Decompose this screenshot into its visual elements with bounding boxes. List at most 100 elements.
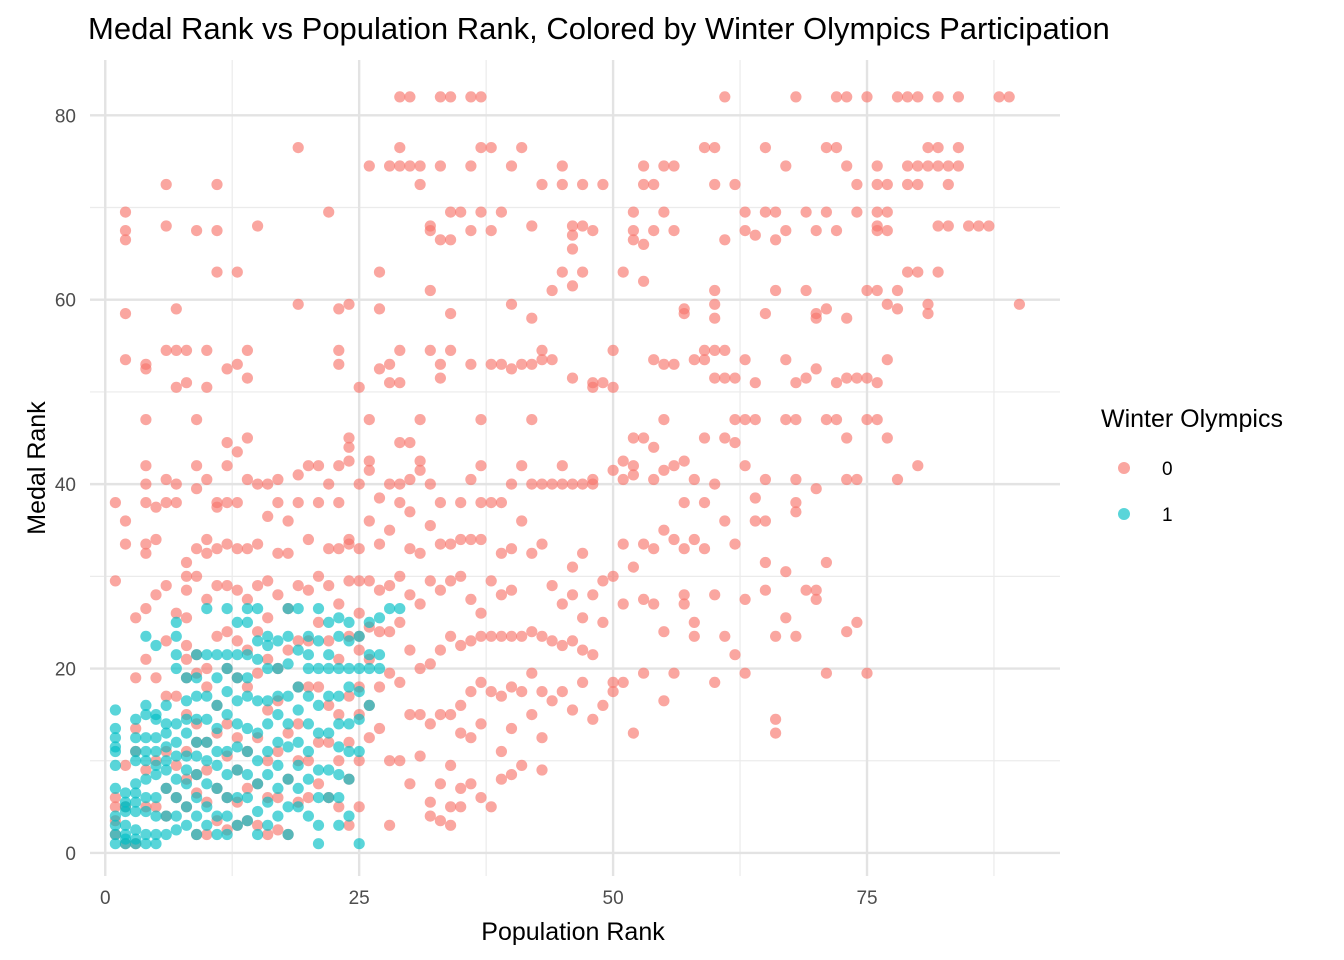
data-point-series-0 xyxy=(638,178,650,191)
data-point-series-1 xyxy=(231,616,243,629)
data-point-series-1 xyxy=(252,653,264,665)
data-point-series-0 xyxy=(780,566,792,578)
data-point-series-0 xyxy=(546,635,558,647)
data-point-series-0 xyxy=(891,284,904,297)
data-point-series-0 xyxy=(404,506,416,518)
data-point-series-1 xyxy=(140,828,152,841)
data-point-series-0 xyxy=(140,538,152,550)
data-point-series-0 xyxy=(709,676,721,689)
data-point-series-0 xyxy=(648,598,660,610)
data-point-series-0 xyxy=(891,473,904,486)
data-point-series-0 xyxy=(455,782,467,795)
data-point-series-0 xyxy=(272,745,284,758)
data-point-series-0 xyxy=(638,160,650,172)
data-point-series-0 xyxy=(587,478,599,490)
y-tick-label: 40 xyxy=(55,475,76,496)
data-point-series-1 xyxy=(282,630,294,642)
data-point-series-0 xyxy=(262,575,274,587)
data-point-series-0 xyxy=(434,91,446,103)
data-point-series-0 xyxy=(414,709,426,721)
data-point-series-0 xyxy=(252,478,264,490)
data-point-series-0 xyxy=(820,206,833,218)
data-point-series-0 xyxy=(363,575,375,587)
data-point-series-0 xyxy=(546,354,558,366)
data-point-series-0 xyxy=(211,225,223,237)
data-point-series-1 xyxy=(191,690,203,702)
data-point-series-0 xyxy=(170,344,182,356)
data-point-series-0 xyxy=(394,91,406,103)
data-point-series-1 xyxy=(211,722,223,735)
data-point-series-0 xyxy=(363,160,375,172)
data-point-series-1 xyxy=(312,819,325,831)
data-point-series-0 xyxy=(505,298,518,310)
data-point-series-0 xyxy=(587,649,599,661)
data-point-series-0 xyxy=(414,160,426,172)
data-point-series-0 xyxy=(810,593,822,606)
data-point-series-0 xyxy=(709,344,721,356)
data-point-series-0 xyxy=(384,667,396,679)
data-point-series-0 xyxy=(871,206,883,218)
data-point-series-0 xyxy=(394,142,406,154)
data-point-series-0 xyxy=(780,225,792,237)
data-point-series-0 xyxy=(648,354,660,366)
data-point-series-0 xyxy=(384,755,396,767)
data-point-series-0 xyxy=(119,515,132,527)
data-point-series-0 xyxy=(709,178,721,191)
data-point-series-0 xyxy=(394,160,406,172)
data-point-series-1 xyxy=(130,778,142,790)
data-point-series-0 xyxy=(881,298,893,310)
data-point-series-1 xyxy=(241,603,253,615)
data-point-series-0 xyxy=(201,344,213,356)
data-point-series-0 xyxy=(312,681,325,693)
data-point-series-0 xyxy=(485,497,497,509)
data-point-series-0 xyxy=(343,690,355,702)
data-point-series-0 xyxy=(546,284,558,297)
data-point-series-0 xyxy=(851,178,863,191)
data-point-series-0 xyxy=(262,478,274,490)
data-point-series-0 xyxy=(119,206,132,218)
data-point-series-1 xyxy=(109,819,121,831)
legend: Winter Olympics 0 1 xyxy=(1101,405,1283,526)
data-point-series-0 xyxy=(404,473,416,486)
data-point-series-1 xyxy=(191,750,203,762)
data-point-series-1 xyxy=(109,759,121,772)
data-point-series-0 xyxy=(881,225,893,237)
data-point-series-1 xyxy=(252,755,264,767)
data-point-series-0 xyxy=(577,478,589,490)
data-point-series-0 xyxy=(465,635,477,647)
data-point-series-0 xyxy=(211,580,223,592)
data-point-series-0 xyxy=(790,91,802,103)
data-point-series-1 xyxy=(109,745,121,758)
data-point-series-0 xyxy=(201,764,213,776)
data-point-series-0 xyxy=(759,206,772,218)
data-point-series-1 xyxy=(191,736,203,748)
data-point-series-0 xyxy=(790,473,802,486)
data-point-series-0 xyxy=(932,266,944,278)
data-point-series-0 xyxy=(119,759,132,772)
data-point-series-0 xyxy=(617,676,629,689)
data-point-series-0 xyxy=(262,755,274,767)
data-point-series-1 xyxy=(323,690,335,702)
data-point-series-0 xyxy=(445,308,457,320)
data-point-series-0 xyxy=(790,506,802,518)
data-point-series-0 xyxy=(861,667,873,679)
chart-title: Medal Rank vs Population Rank, Colored b… xyxy=(88,11,1110,46)
data-point-series-0 xyxy=(404,160,416,172)
data-point-series-0 xyxy=(942,160,954,172)
data-point-series-0 xyxy=(820,667,833,679)
data-point-series-0 xyxy=(333,344,345,356)
data-point-series-1 xyxy=(150,732,162,744)
data-point-series-0 xyxy=(323,635,335,647)
data-point-series-0 xyxy=(343,819,355,831)
data-point-series-0 xyxy=(861,414,873,426)
data-point-series-0 xyxy=(424,810,436,822)
data-point-series-0 xyxy=(770,234,782,246)
data-point-series-0 xyxy=(830,142,843,154)
data-point-series-0 xyxy=(475,718,487,730)
data-point-series-0 xyxy=(536,344,548,356)
data-point-series-0 xyxy=(485,225,497,237)
data-point-series-1 xyxy=(150,639,162,652)
data-point-series-0 xyxy=(475,142,487,154)
data-point-series-0 xyxy=(912,460,924,472)
data-point-series-0 xyxy=(160,178,172,191)
